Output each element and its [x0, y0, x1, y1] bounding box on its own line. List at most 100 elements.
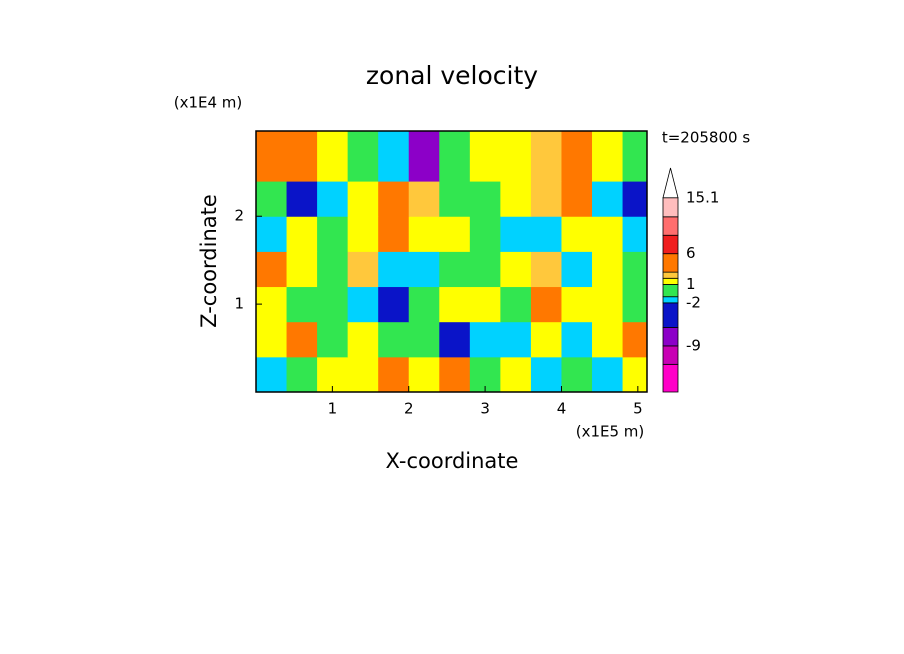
- x-tick-label: 4: [557, 400, 567, 418]
- contour-cell: [530, 216, 562, 252]
- contour-cell: [469, 251, 501, 288]
- contour-cell: [286, 216, 318, 252]
- x-tick-label: 5: [633, 400, 643, 418]
- contour-cell: [622, 356, 648, 393]
- contour-cell: [622, 286, 648, 323]
- colorbar-label: 6: [686, 244, 696, 262]
- contour-cell: [286, 356, 318, 393]
- contour-cell: [378, 251, 410, 288]
- colorbar-box: [662, 296, 679, 304]
- x-tick-label: 3: [480, 400, 490, 418]
- contour-cell: [408, 181, 440, 217]
- contour-cell: [592, 251, 624, 288]
- colorbar-box: [662, 253, 679, 273]
- contour-cell: [408, 321, 440, 358]
- contour-cell: [286, 321, 318, 358]
- contour-cell: [530, 131, 562, 182]
- contour-cell: [408, 131, 440, 182]
- contour-cell: [592, 216, 624, 252]
- contour-cell: [347, 216, 379, 252]
- contour-cell: [500, 286, 532, 323]
- contour-cell: [622, 131, 648, 182]
- colorbar-over: [662, 167, 679, 199]
- contour-cell: [286, 131, 318, 182]
- contour-cell: [347, 321, 379, 358]
- contour-cell: [530, 286, 562, 323]
- plot-frame: [255, 130, 648, 393]
- contour-cell: [317, 286, 349, 323]
- x-tick-label: 2: [404, 400, 414, 418]
- contour-cell: [408, 251, 440, 288]
- contour-cell: [561, 321, 593, 358]
- contour-cell: [378, 131, 410, 182]
- contour-cell: [592, 131, 624, 182]
- contour-cell: [469, 216, 501, 252]
- contour-cell: [530, 251, 562, 288]
- contour-cell: [317, 131, 349, 182]
- contour-cell: [256, 356, 288, 393]
- colorbar-label: 15.1: [686, 188, 719, 206]
- contour-cell: [378, 181, 410, 217]
- contour-cell: [592, 286, 624, 323]
- contour-cell: [256, 216, 288, 252]
- time-label: t=205800 s: [662, 129, 750, 147]
- contour-cell: [439, 286, 471, 323]
- contour-cell: [469, 286, 501, 323]
- contour-cell: [347, 131, 379, 182]
- contour-cell: [286, 251, 318, 288]
- contour-cell: [622, 251, 648, 288]
- contour-cell: [561, 181, 593, 217]
- contour-cell: [592, 356, 624, 393]
- y-tick-label: 1: [234, 295, 244, 313]
- contour-cell: [622, 181, 648, 217]
- contour-cell: [500, 181, 532, 217]
- colorbar-label: -9: [686, 336, 701, 354]
- contour-cell: [530, 356, 562, 393]
- colorbar-label: -2: [686, 293, 701, 311]
- contour-cell: [500, 321, 532, 358]
- contour-cell: [286, 181, 318, 217]
- contour-cell: [317, 251, 349, 288]
- x-unit: (x1E5 m): [576, 423, 645, 441]
- contour-cell: [469, 321, 501, 358]
- contour-cell: [256, 131, 288, 182]
- x-tick-label: 1: [328, 400, 338, 418]
- contour-cell: [317, 181, 349, 217]
- contour-cell: [378, 216, 410, 252]
- y-tick-label: 2: [234, 207, 244, 225]
- contour-cell: [561, 216, 593, 252]
- contour-cell: [592, 181, 624, 217]
- contour-cell: [561, 356, 593, 393]
- colorbar-box: [662, 197, 679, 218]
- contour-cell: [347, 356, 379, 393]
- colorbar-box: [662, 284, 679, 298]
- contour-cell: [561, 131, 593, 182]
- colorbar-box: [662, 345, 679, 365]
- contour-cell: [439, 216, 471, 252]
- contour-cell: [439, 251, 471, 288]
- contour-cell: [286, 286, 318, 323]
- contour-cell: [530, 181, 562, 217]
- contour-cell: [439, 356, 471, 393]
- colorbar-box: [662, 271, 679, 279]
- colorbar-box: [662, 363, 679, 393]
- chart-title: zonal velocity: [366, 61, 538, 90]
- contour-cell: [469, 131, 501, 182]
- contour-cell: [378, 321, 410, 358]
- contour-cell: [469, 181, 501, 217]
- colorbar-box: [662, 327, 679, 347]
- x-axis-label: X-coordinate: [386, 449, 519, 473]
- contour-cell: [500, 356, 532, 393]
- contour-cell: [592, 321, 624, 358]
- contour-cell: [439, 181, 471, 217]
- contour-cell: [347, 286, 379, 323]
- contour-cell: [317, 321, 349, 358]
- colorbar-label: 1: [686, 275, 696, 293]
- contour-cell: [256, 321, 288, 358]
- contour-cell: [378, 356, 410, 393]
- contour-cell: [347, 181, 379, 217]
- y-axis-label: Z-coordinate: [197, 194, 221, 328]
- contour-cell: [378, 286, 410, 323]
- contour-cell: [439, 321, 471, 358]
